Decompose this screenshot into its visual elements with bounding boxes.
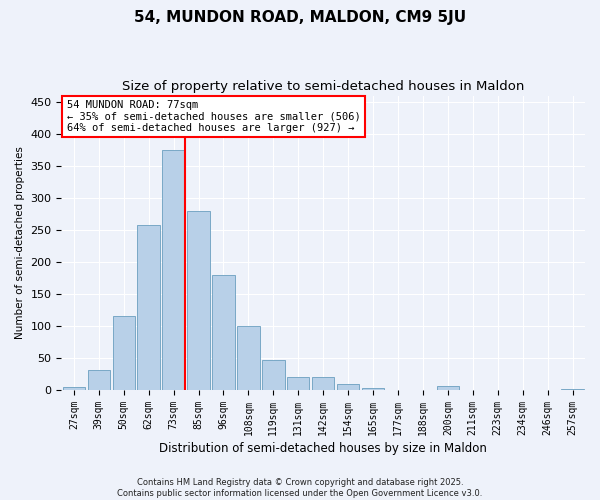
Title: Size of property relative to semi-detached houses in Maldon: Size of property relative to semi-detach… (122, 80, 524, 93)
Text: Contains HM Land Registry data © Crown copyright and database right 2025.
Contai: Contains HM Land Registry data © Crown c… (118, 478, 482, 498)
Bar (287, 378, 310, 390)
Bar (237, 326, 260, 390)
Bar (337, 384, 359, 390)
Bar (312, 378, 334, 390)
Bar (362, 388, 384, 390)
Bar (187, 211, 210, 390)
Bar (163, 150, 185, 390)
Bar (137, 225, 160, 390)
Bar (88, 370, 110, 390)
Text: 54 MUNDON ROAD: 77sqm
← 35% of semi-detached houses are smaller (506)
64% of sem: 54 MUNDON ROAD: 77sqm ← 35% of semi-deta… (67, 100, 361, 133)
Bar (437, 386, 459, 390)
X-axis label: Distribution of semi-detached houses by size in Maldon: Distribution of semi-detached houses by … (159, 442, 487, 455)
Text: 54, MUNDON ROAD, MALDON, CM9 5JU: 54, MUNDON ROAD, MALDON, CM9 5JU (134, 10, 466, 25)
Bar (262, 360, 284, 390)
Bar (212, 275, 235, 390)
Y-axis label: Number of semi-detached properties: Number of semi-detached properties (15, 146, 25, 340)
Bar (62, 387, 85, 390)
Bar (113, 316, 135, 390)
